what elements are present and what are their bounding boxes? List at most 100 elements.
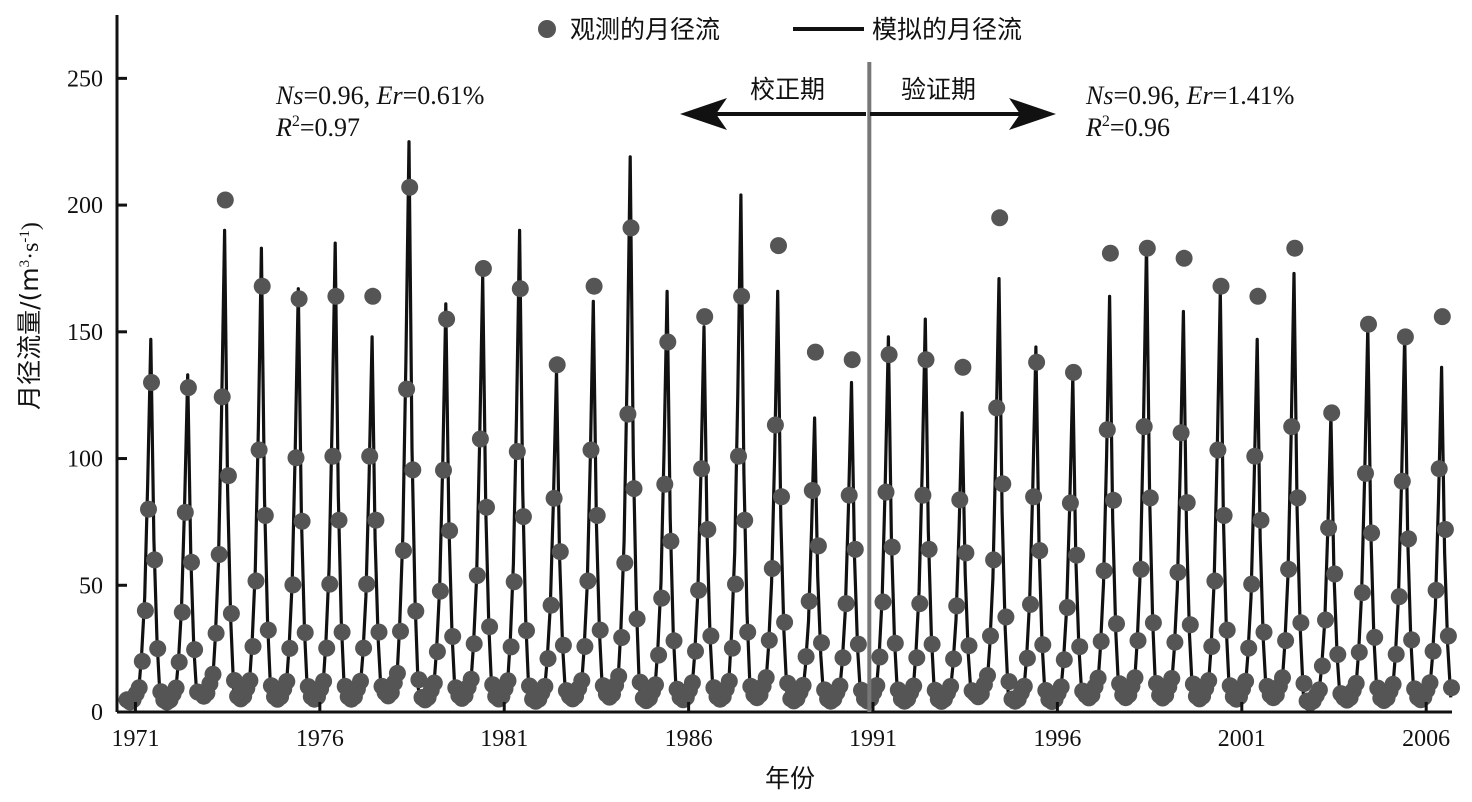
observed-point [908,649,926,667]
observed-point [133,652,151,670]
observed-point [1292,614,1310,632]
observed-point [1169,563,1187,581]
observed-point [849,635,867,653]
observed-point [1181,616,1199,634]
observed-point [1212,277,1230,295]
observed-point [256,507,274,524]
observed-point [481,618,499,636]
observed-point [1400,530,1417,548]
observed-point [241,672,259,690]
observed-point [478,498,495,516]
observed-point [444,628,462,645]
observed-point [410,671,428,689]
observed-point [576,638,594,655]
observed-point [846,540,864,558]
observed-point [1430,460,1448,478]
observed-point [1095,562,1113,580]
observed-point [1350,643,1368,661]
observed-point [499,672,517,690]
observed-point [1421,674,1439,692]
observed-point [511,280,529,298]
observed-point [665,632,683,650]
observed-point [1347,674,1365,692]
observed-point [1274,669,1291,687]
observed-point [1092,632,1110,650]
x-tick-label: 1976 [296,726,344,752]
observed-point [1366,628,1384,646]
observed-point [813,634,830,652]
observed-point [1129,632,1147,650]
observed-point [398,380,416,398]
x-axis-label: 年份 [765,764,815,793]
y-axis-label: 月径流量/(m3·s-1) [15,222,44,410]
observed-point [1326,565,1344,583]
observed-point [766,416,784,434]
observed-point [942,678,960,695]
observed-point [625,480,643,498]
validation-er-name: Er [1186,81,1214,110]
observed-point [1240,639,1258,657]
validation-ns-name: Ns [1085,81,1113,110]
observed-point [1439,627,1457,645]
observed-point [226,672,243,689]
observed-point [244,638,262,655]
validation-r-value: =0.96 [1110,113,1170,142]
observed-point [905,677,923,695]
observed-point [1200,672,1218,690]
x-tick-label: 1971 [111,726,159,752]
observed-point [173,603,191,621]
validation-arrowhead [1009,98,1056,130]
observed-point [441,522,459,540]
observed-point [1403,631,1421,649]
y-tick-label: 50 [79,573,103,599]
x-tick-label: 1991 [849,726,897,752]
y-axis-label-part2: ·s [18,243,44,260]
observed-point [1018,649,1036,667]
y-tick-label: 100 [67,447,103,473]
observed-point [259,621,277,639]
observed-point [1144,614,1162,632]
period-annotation: 校正期 验证期 [680,62,1056,712]
y-tick-label: 150 [67,320,103,346]
y-axis-label-part1: 月径流量/(m [15,267,44,410]
observed-point [1061,494,1079,512]
observed-point [324,447,342,465]
observed-point [392,622,409,640]
observed-point [1172,424,1190,442]
observed-point [1329,646,1347,663]
observed-point [886,634,904,652]
legend-simulated-label: 模拟的月径流 [872,15,1022,44]
observed-point [988,399,1006,417]
observed-point [610,667,628,685]
x-tick-label: 1981 [480,726,528,752]
observed-point [502,638,520,656]
observed-point [1108,615,1125,633]
observed-point [1249,287,1267,305]
observed-point [210,546,228,563]
observed-point [219,467,237,485]
observed-point [361,447,379,465]
observed-point [628,610,646,628]
observed-point [776,613,794,631]
observed-point [247,572,265,590]
observed-point [1313,657,1331,675]
observed-point [945,650,963,668]
observed-point [1317,611,1334,629]
observed-point [659,333,677,351]
observed-point [186,641,204,659]
observed-point [1068,546,1086,564]
observed-point [1387,645,1405,663]
observed-point [207,624,225,642]
observed-point [471,430,489,448]
observed-point [619,405,637,423]
observed-point [1323,404,1341,422]
validation-er-value: =1.41% [1213,81,1295,110]
y-axis-label-sup2: -1 [17,230,33,243]
observed-point [960,637,978,655]
legend-observed-label: 观测的月径流 [570,15,720,44]
calibration-ns-value: =0.96, [303,81,376,110]
observed-point [1141,489,1159,507]
observed-point [355,639,373,657]
observed-point [1022,595,1039,613]
observed-point [1000,673,1018,691]
